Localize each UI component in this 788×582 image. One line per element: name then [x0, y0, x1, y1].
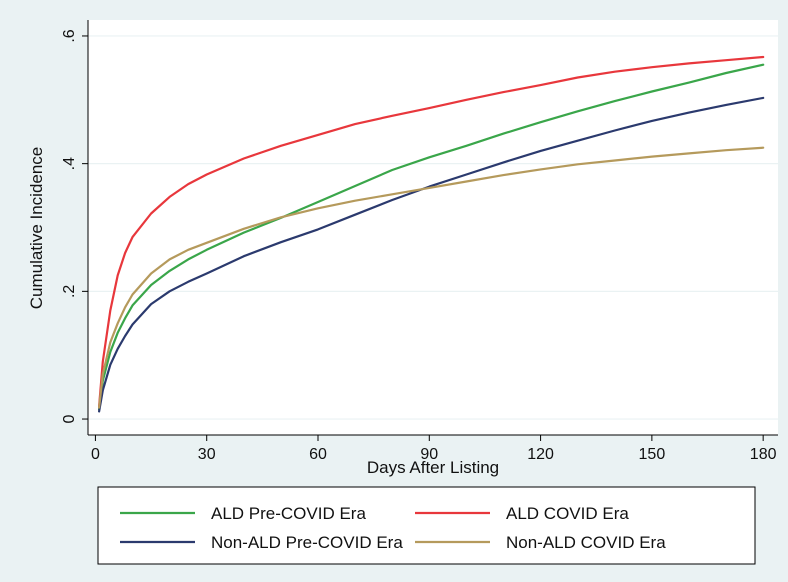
legend: ALD Pre-COVID Era ALD COVID Era Non-ALD Pr…	[97, 486, 756, 565]
plot-area	[88, 20, 778, 435]
series-line-3	[98, 146, 765, 409]
x-tick-label-3: 90	[420, 446, 438, 463]
x-tick-label-4: 120	[527, 446, 554, 463]
grid-lines	[88, 35, 778, 420]
x-tick-label-2: 60	[309, 446, 327, 463]
x-tick-label-0: 0	[91, 446, 100, 463]
axes	[87, 20, 778, 436]
x-tick-label-1: 30	[198, 446, 216, 463]
y-axis-title: Cumulative Incidence	[27, 147, 46, 310]
y-ticks: 0 .2 .4 .6	[61, 29, 88, 423]
legend-label-2: Non-ALD Pre-COVID Era	[211, 533, 403, 552]
series-line-1	[98, 55, 765, 408]
series-lines	[98, 55, 765, 413]
legend-label-3: Non-ALD COVID Era	[506, 533, 666, 552]
legend-label-0: ALD Pre-COVID Era	[211, 504, 366, 523]
legend-box	[97, 486, 756, 565]
y-tick-label-2: .4	[61, 157, 78, 170]
y-tick-label-3: .6	[61, 29, 78, 42]
y-tick-label-0: 0	[61, 414, 78, 423]
x-axis-title: Days After Listing	[367, 458, 499, 477]
series-line-2	[98, 96, 765, 413]
y-tick-label-1: .2	[61, 285, 78, 298]
x-tick-label-6: 180	[750, 446, 777, 463]
legend-label-1: ALD COVID Era	[506, 504, 629, 523]
x-tick-label-5: 150	[639, 446, 666, 463]
x-ticks: 0 30 60 90 120 150 180	[91, 435, 777, 463]
series-line-0	[98, 63, 765, 411]
